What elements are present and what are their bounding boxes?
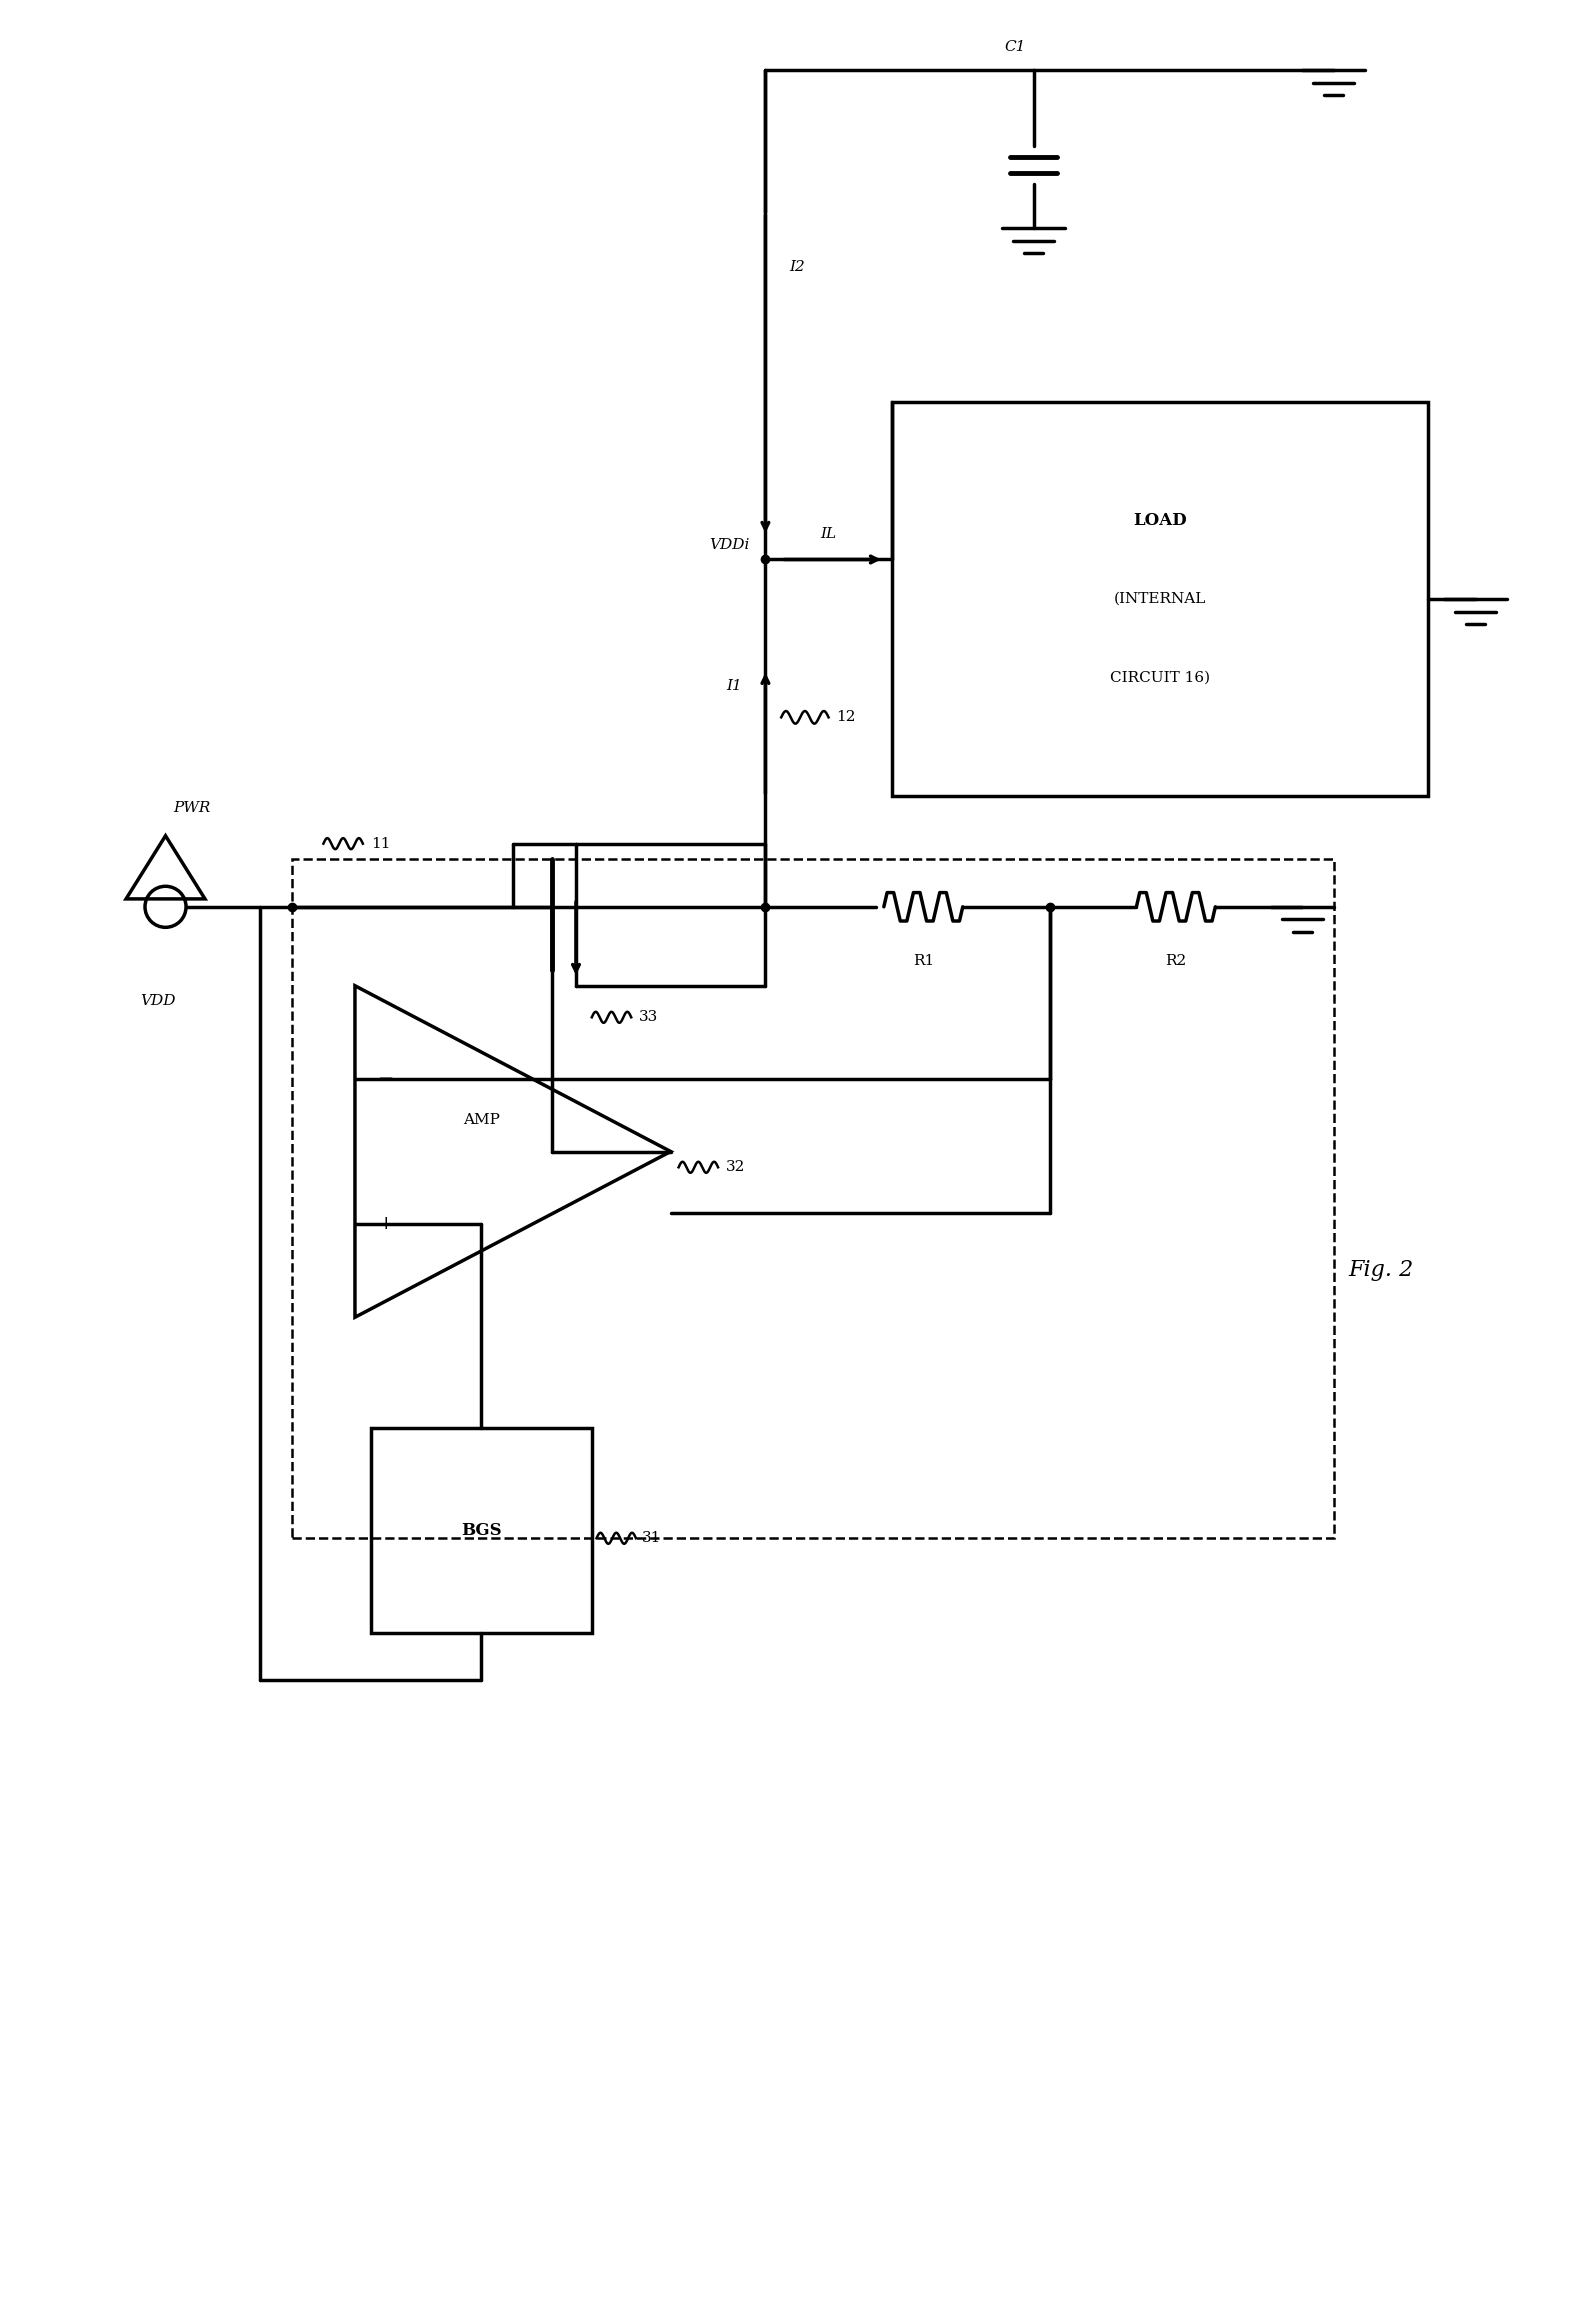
- Text: PWR: PWR: [174, 801, 210, 815]
- Text: R1: R1: [913, 953, 934, 967]
- Text: −: −: [378, 1069, 395, 1087]
- Text: 12: 12: [837, 709, 856, 725]
- Text: AMP: AMP: [462, 1112, 499, 1126]
- Text: VDDi: VDDi: [709, 537, 749, 553]
- Bar: [891, 401, 1428, 797]
- Text: I2: I2: [789, 260, 805, 274]
- Text: 33: 33: [639, 1011, 658, 1025]
- Text: CIRCUIT 16): CIRCUIT 16): [1109, 670, 1210, 684]
- Text: (INTERNAL: (INTERNAL: [1114, 592, 1207, 606]
- Text: I1: I1: [725, 679, 741, 693]
- Text: C1: C1: [1004, 41, 1027, 55]
- Text: 11: 11: [371, 836, 391, 850]
- Bar: [371, 1428, 591, 1633]
- Text: 31: 31: [642, 1531, 662, 1545]
- Text: R2: R2: [1165, 953, 1186, 967]
- Text: BGS: BGS: [461, 1522, 502, 1538]
- Text: IL: IL: [821, 527, 837, 541]
- Text: LOAD: LOAD: [1133, 511, 1188, 527]
- Text: +: +: [378, 1216, 395, 1234]
- Text: 32: 32: [725, 1161, 746, 1175]
- Text: VDD: VDD: [140, 993, 175, 1009]
- Text: Fig. 2: Fig. 2: [1349, 1260, 1414, 1280]
